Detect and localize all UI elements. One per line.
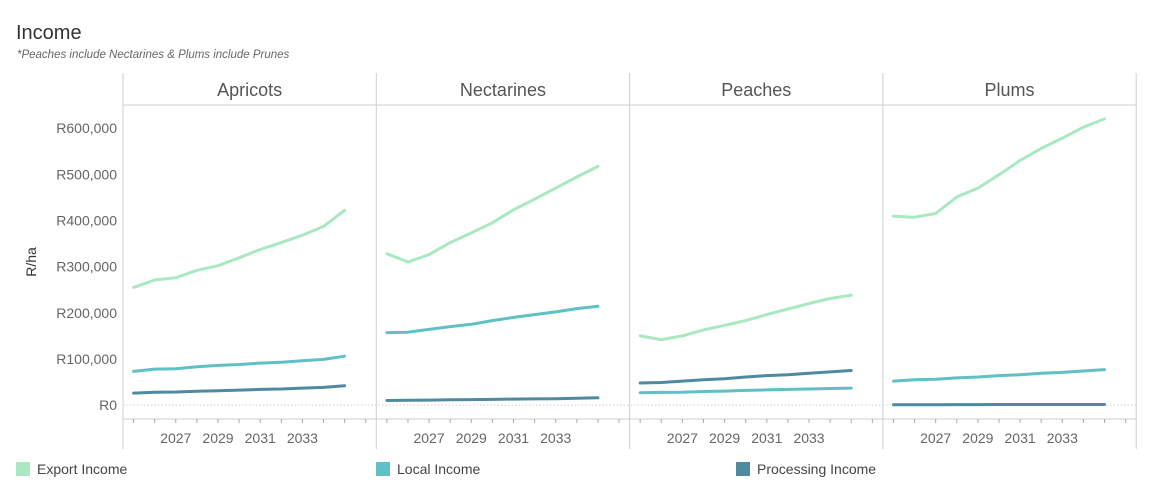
series-line-apricots-processing-income [132,384,347,395]
x-tick-label: 2029 [202,430,233,446]
x-tick-label: 2029 [709,430,740,446]
legend-swatch-export [16,462,30,476]
series-line-peaches-processing-income [638,369,853,385]
chart-title: Income [16,22,82,44]
series-line-peaches-local-income [638,386,853,395]
y-tick-label: R500,000 [56,166,117,182]
x-tick-label: 2027 [160,430,191,446]
legend-label-processing: Processing Income [757,461,877,477]
y-tick-label: R0 [99,397,117,413]
y-tick-label: R600,000 [56,120,117,136]
x-tick-label: 2033 [1047,430,1078,446]
series-line-nectarines-export-income [385,164,600,264]
x-tick-label: 2029 [962,430,993,446]
legend-label-export: Export Income [37,461,128,477]
legend-item-export[interactable]: Export Income [16,461,127,477]
legend-item-local[interactable]: Local Income [376,461,480,477]
panel-title-peaches: Peaches [721,80,791,100]
y-tick-label: R400,000 [56,212,117,228]
x-tick-label: 2031 [498,430,529,446]
x-tick-label: 2033 [793,430,824,446]
y-tick-label: R300,000 [56,259,117,275]
legend-swatch-processing [736,462,750,476]
chart-subtitle: *Peaches include Nectarines & Plums incl… [17,49,290,61]
x-tick-label: 2029 [456,430,487,446]
x-tick-label: 2027 [667,430,698,446]
series-line-plums-local-income [892,368,1106,383]
panel-title-apricots: Apricots [217,80,282,100]
series-line-apricots-local-income [132,354,347,373]
legend-label-local: Local Income [397,461,481,477]
series-line-plums-export-income [892,117,1106,219]
y-axis-title: R/ha [23,247,39,277]
series-line-peaches-export-income [638,293,853,342]
y-tick-label: R200,000 [56,305,117,321]
series-line-apricots-export-income [132,208,347,289]
series-line-nectarines-processing-income [385,396,600,402]
legend-item-processing[interactable]: Processing Income [736,461,876,477]
y-tick-label: R100,000 [56,351,117,367]
x-tick-label: 2027 [413,430,444,446]
x-tick-label: 2027 [920,430,951,446]
series-line-nectarines-local-income [385,304,600,335]
x-tick-label: 2033 [540,430,571,446]
panel-title-nectarines: Nectarines [460,80,546,100]
faceted-line-chart: R/ha R0 R100,000 R200,000 R300,000 R400,000 R5… [23,73,1137,449]
x-tick-label: 2031 [245,430,276,446]
x-tick-label: 2031 [751,430,782,446]
x-tick-label: 2031 [1005,430,1036,446]
panel-title-plums: Plums [985,80,1035,100]
x-tick-label: 2033 [287,430,318,446]
legend-swatch-local [376,462,390,476]
